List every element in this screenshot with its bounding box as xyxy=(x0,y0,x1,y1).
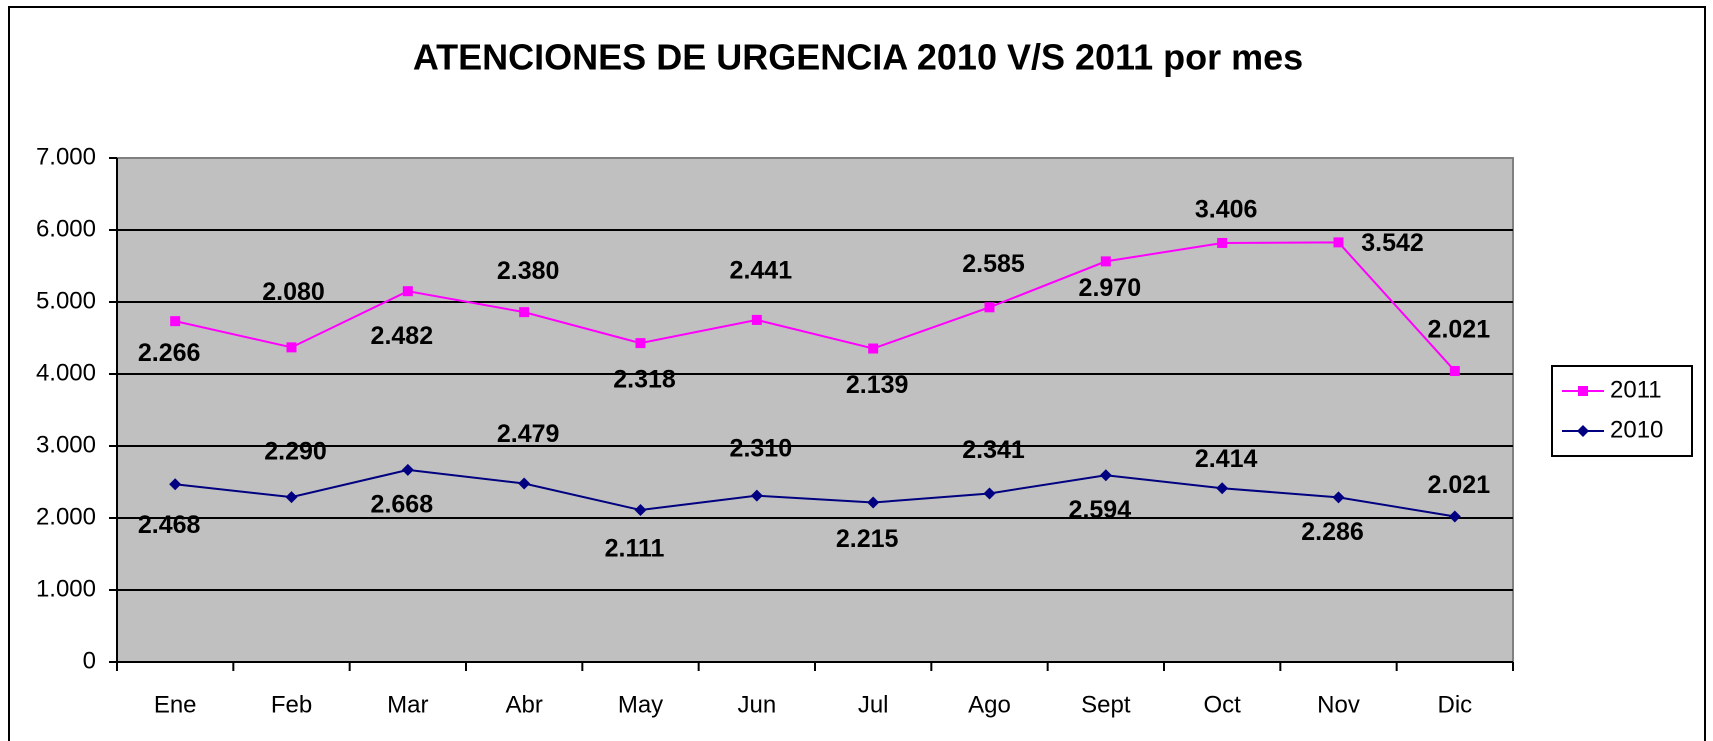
point xyxy=(285,491,298,504)
value-label: 2.479 xyxy=(497,420,560,448)
point xyxy=(518,477,531,490)
legend xyxy=(1551,365,1693,457)
value-label: 2.585 xyxy=(962,250,1025,278)
value-label: 2.441 xyxy=(730,257,793,285)
point xyxy=(1217,237,1228,248)
x-tick-label: Ago xyxy=(968,691,1011,718)
point xyxy=(867,496,880,509)
series-line xyxy=(174,241,1456,372)
legend-marker xyxy=(1578,386,1588,396)
point xyxy=(1216,482,1229,495)
chart-title: ATENCIONES DE URGENCIA 2010 V/S 2011 por… xyxy=(413,37,1303,78)
x-tick-label: Oct xyxy=(1203,691,1241,718)
x-tick-label: Jul xyxy=(858,691,889,718)
x-tick-label: Dic xyxy=(1437,691,1472,718)
point xyxy=(984,302,995,313)
plot-area xyxy=(116,157,1514,663)
point xyxy=(868,343,879,354)
point xyxy=(635,338,646,349)
value-label: 2.111 xyxy=(605,535,665,563)
legend-marker xyxy=(1577,425,1589,437)
value-label: 3.406 xyxy=(1195,196,1258,224)
value-label: 2.318 xyxy=(613,366,676,394)
point xyxy=(286,342,297,353)
x-tick-label: Abr xyxy=(505,691,542,718)
value-label: 2.668 xyxy=(371,491,434,519)
value-label: 2.139 xyxy=(846,371,909,399)
point xyxy=(401,463,414,476)
x-tick-label: Sept xyxy=(1081,691,1131,718)
x-tick-label: May xyxy=(618,691,663,718)
value-label: 2.310 xyxy=(730,434,793,462)
value-label: 2.266 xyxy=(138,339,201,367)
point xyxy=(170,316,181,327)
point xyxy=(751,314,762,325)
point xyxy=(169,478,182,491)
x-tick-label: Feb xyxy=(271,691,312,718)
x-tick-label: Jun xyxy=(737,691,776,718)
y-tick-label: 2.000 xyxy=(36,503,96,530)
point xyxy=(1448,510,1461,523)
point xyxy=(983,487,996,500)
series-line xyxy=(175,468,1455,518)
value-label: 2.215 xyxy=(836,525,899,553)
point xyxy=(1100,256,1111,267)
y-tick-label: 5.000 xyxy=(36,287,96,314)
point xyxy=(1449,365,1460,376)
legend-label: 2010 xyxy=(1610,416,1663,443)
x-tick-label: Mar xyxy=(387,691,428,718)
x-tick-label: Nov xyxy=(1317,691,1360,718)
point xyxy=(1332,491,1345,504)
value-label: 2.380 xyxy=(497,257,560,285)
value-label: 2.414 xyxy=(1195,445,1258,473)
point xyxy=(1333,237,1344,248)
point xyxy=(750,489,763,502)
x-tick-label: Ene xyxy=(154,691,197,718)
point xyxy=(634,504,647,517)
legend-label: 2011 xyxy=(1610,376,1662,403)
point xyxy=(402,286,413,297)
y-tick-label: 0 xyxy=(83,647,96,674)
value-label: 2.290 xyxy=(264,438,327,466)
y-tick-label: 4.000 xyxy=(36,359,96,386)
value-label: 2.970 xyxy=(1079,274,1142,302)
y-tick-label: 6.000 xyxy=(36,215,96,242)
value-label: 2.482 xyxy=(371,322,434,350)
value-label: 2.021 xyxy=(1428,471,1491,499)
value-label: 2.021 xyxy=(1428,316,1491,344)
y-tick-label: 3.000 xyxy=(36,431,96,458)
point xyxy=(519,307,530,318)
y-tick-label: 7.000 xyxy=(36,143,96,170)
value-label: 2.080 xyxy=(262,278,325,306)
value-label: 2.594 xyxy=(1069,496,1132,524)
point xyxy=(1099,469,1112,482)
value-label: 2.468 xyxy=(138,511,201,539)
value-label: 2.341 xyxy=(962,436,1025,464)
value-label: 2.286 xyxy=(1301,518,1364,546)
value-label: 3.542 xyxy=(1361,229,1424,257)
y-tick-label: 1.000 xyxy=(36,575,96,602)
